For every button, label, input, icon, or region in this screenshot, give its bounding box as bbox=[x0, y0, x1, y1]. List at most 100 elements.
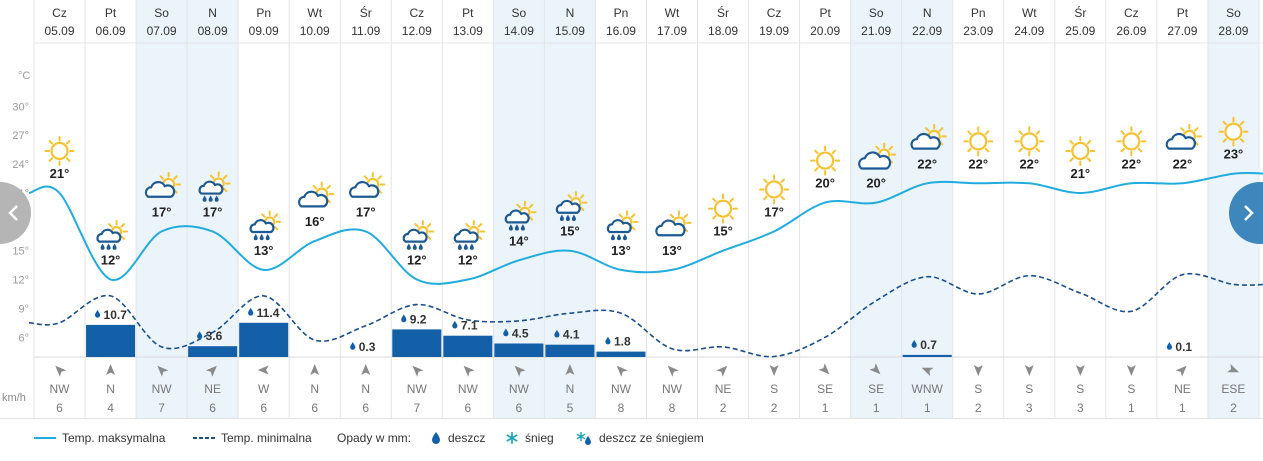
cloud-shape bbox=[555, 199, 581, 214]
wind-speed: 8 bbox=[669, 401, 676, 415]
rain-icon bbox=[606, 210, 639, 241]
sun-rain-icon bbox=[198, 171, 231, 202]
wind-arrow-icon bbox=[565, 364, 575, 375]
wind-speed: 1 bbox=[924, 401, 931, 415]
day-column: Wt 10.09 16° N 6 bbox=[300, 6, 330, 415]
precipitation-value: 0.1 bbox=[1175, 340, 1192, 354]
day-column: So 21.09 20° SE 1 bbox=[861, 6, 891, 415]
sun-disc bbox=[764, 180, 784, 199]
wind-direction: NE bbox=[715, 382, 732, 396]
wind-speed: 5 bbox=[567, 401, 574, 415]
precipitation-value: 11.4 bbox=[257, 306, 280, 320]
sun-icon bbox=[44, 135, 75, 166]
wind-arrow-shape bbox=[973, 365, 983, 376]
sun-ray bbox=[1239, 138, 1245, 143]
wind-arrow-shape bbox=[361, 364, 371, 375]
day-column: Cz 19.09 17° S 2 bbox=[759, 6, 789, 415]
cloud-shape bbox=[858, 151, 892, 170]
wind-speed: 2 bbox=[1230, 401, 1237, 415]
day-date: 05.09 bbox=[45, 24, 75, 38]
day-of-week: So bbox=[512, 6, 527, 20]
wind-speed: 3 bbox=[1026, 401, 1033, 415]
wind-arrow-icon bbox=[716, 365, 728, 377]
sun-ray bbox=[567, 194, 572, 199]
legend-precip-title: Opady w mm: bbox=[337, 431, 411, 445]
wind-arrow-shape bbox=[1175, 365, 1187, 377]
legend-snow-label: śnieg bbox=[525, 431, 554, 445]
sun-ray bbox=[984, 130, 990, 135]
sun-ray bbox=[831, 149, 837, 155]
sun-icon bbox=[1116, 126, 1147, 157]
sun-ray bbox=[1120, 130, 1125, 135]
partly-cloudy-icon bbox=[1165, 123, 1202, 150]
wind-direction: S bbox=[1076, 382, 1084, 396]
wind-arrow-icon bbox=[818, 363, 830, 375]
sun-icon bbox=[1014, 126, 1045, 157]
rain-drop bbox=[208, 195, 213, 202]
precipitation-bar bbox=[86, 324, 136, 357]
wind-speed: 6 bbox=[464, 401, 471, 415]
sun-ray bbox=[1069, 140, 1074, 145]
wind-arrow-icon bbox=[616, 365, 628, 377]
sun-ray bbox=[120, 223, 125, 228]
sun-ray bbox=[669, 213, 675, 219]
day-of-week: Pn bbox=[971, 6, 986, 20]
legend-max-temp: Temp. maksymalna bbox=[34, 431, 165, 445]
cloud-shape bbox=[249, 219, 275, 234]
cloud-shape bbox=[349, 181, 380, 198]
day-date: 20.09 bbox=[810, 24, 840, 38]
wind-arrow-shape bbox=[157, 365, 169, 377]
sun-ray bbox=[814, 149, 819, 155]
day-date: 21.09 bbox=[861, 24, 891, 38]
wind-speed: 6 bbox=[209, 401, 216, 415]
legend-rain-label: deszcz bbox=[448, 431, 486, 445]
day-of-week: N bbox=[208, 6, 217, 20]
rain-drop-icon bbox=[350, 342, 356, 350]
day-column: So 14.09 4.5 14° NW 6 bbox=[494, 6, 544, 415]
max-temperature-label: 21° bbox=[1070, 166, 1090, 181]
day-date: 11.09 bbox=[351, 24, 380, 38]
precipitation-bar bbox=[239, 322, 289, 357]
max-temperature-label: 13° bbox=[254, 243, 274, 258]
sun-ray bbox=[414, 223, 419, 228]
wind-speed: 7 bbox=[158, 401, 165, 415]
cloud-shape bbox=[298, 190, 329, 208]
wind-arrow-icon bbox=[310, 364, 320, 375]
wind-arrow-shape bbox=[463, 365, 475, 377]
wind-arrow-shape bbox=[769, 365, 779, 376]
max-temperature-label: 22° bbox=[1122, 156, 1142, 171]
day-of-week: So bbox=[1226, 6, 1241, 20]
wind-unit-label: km/h bbox=[2, 392, 26, 404]
day-date: 17.09 bbox=[657, 24, 687, 38]
precipitation-bar bbox=[188, 346, 238, 357]
precipitation-label: 9.2 bbox=[401, 312, 427, 326]
precipitation-label: 10.7 bbox=[94, 308, 127, 322]
max-temperature-label: 17° bbox=[356, 204, 376, 219]
wind-arrow-shape bbox=[257, 365, 269, 375]
wind-direction: N bbox=[361, 382, 370, 396]
wind-arrow-icon bbox=[55, 365, 67, 377]
wind-arrow-shape bbox=[55, 365, 67, 377]
wind-speed: 6 bbox=[362, 401, 369, 415]
wind-arrow-icon bbox=[1126, 365, 1136, 376]
sun-ray bbox=[1239, 120, 1245, 126]
sun-ray bbox=[426, 223, 432, 228]
day-date: 22.09 bbox=[912, 24, 942, 38]
precipitation-bar bbox=[596, 351, 646, 357]
max-temperature-label: 12° bbox=[458, 253, 478, 268]
sun-ray bbox=[1018, 147, 1023, 153]
wind-arrow-icon bbox=[1175, 365, 1187, 377]
legend-mixed-label: deszcz ze śniegiem bbox=[599, 431, 704, 445]
day-column: Wt 24.09 22° S 3 bbox=[1014, 6, 1044, 415]
day-date: 06.09 bbox=[96, 24, 126, 38]
day-of-week: Śr bbox=[717, 5, 729, 20]
sun-ray bbox=[712, 197, 717, 203]
rain-drop-icon bbox=[911, 339, 917, 348]
max-temperature-label: 23° bbox=[1224, 147, 1244, 162]
sun-ray bbox=[465, 223, 470, 228]
wind-arrow-icon bbox=[1227, 363, 1240, 373]
sun-ray bbox=[763, 178, 768, 184]
max-temperature-label: 15° bbox=[713, 224, 733, 239]
wind-arrow-shape bbox=[1075, 365, 1085, 376]
cloud-icon bbox=[858, 142, 897, 170]
